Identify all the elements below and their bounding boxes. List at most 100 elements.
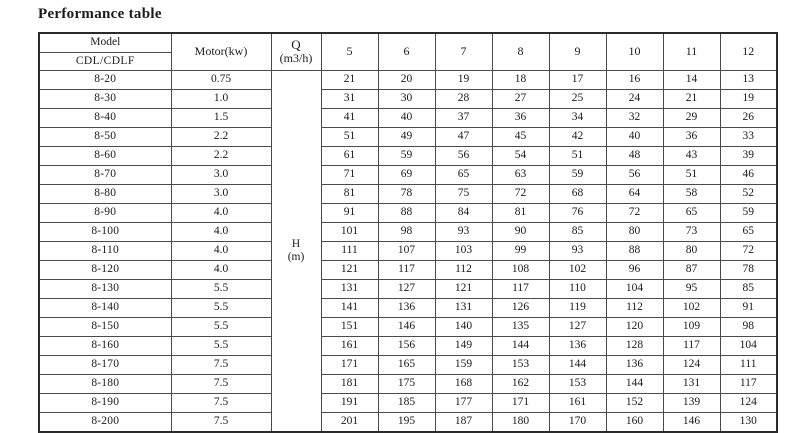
cell-head-value: 61 (320, 146, 379, 166)
cell-motor-power: 1.5 (170, 108, 272, 128)
cell-head-value: 21 (320, 70, 379, 90)
cell-head-value: 32 (605, 108, 664, 128)
head-symbol: H (291, 237, 301, 250)
cell-head-value: 81 (320, 184, 379, 204)
cell-head-value: 112 (434, 260, 493, 280)
cell-head-value: 153 (548, 374, 607, 394)
cell-head-value: 108 (491, 260, 550, 280)
cell-head-value: 187 (434, 412, 493, 433)
cell-head-value: 140 (434, 317, 493, 337)
cell-model: 8-120 (38, 260, 172, 280)
cell-head-value: 59 (719, 203, 778, 223)
cell-head-value: 85 (719, 279, 778, 299)
cell-motor-power: 5.5 (170, 336, 272, 356)
cell-model: 8-150 (38, 317, 172, 337)
cell-head-value: 24 (605, 89, 664, 109)
cell-motor-power: 5.5 (170, 298, 272, 318)
cell-motor-power: 7.5 (170, 393, 272, 413)
cell-head-value: 78 (377, 184, 436, 204)
cell-head-value: 37 (434, 108, 493, 128)
cell-head-value: 112 (605, 298, 664, 318)
cell-head-value: 156 (377, 336, 436, 356)
cell-head-value: 63 (491, 165, 550, 185)
table-row: 8-160 5.5 161 156 149 144 136 128 117 104 (38, 336, 778, 356)
table-row: 8-140 5.5 141 136 131 126 119 112 102 91 (38, 298, 778, 318)
cell-motor-power: 2.2 (170, 146, 272, 166)
cell-head-value: 120 (605, 317, 664, 337)
cell-head-value: 13 (719, 70, 778, 90)
cell-head-value: 131 (320, 279, 379, 299)
cell-head-value: 107 (377, 241, 436, 261)
cell-head-value: 121 (434, 279, 493, 299)
table-row: 8-130 5.5 131 127 121 117 110 104 95 85 (38, 279, 778, 299)
cell-head-value: 52 (719, 184, 778, 204)
cell-head-value: 152 (605, 393, 664, 413)
cell-head-value: 136 (548, 336, 607, 356)
cell-motor-power: 5.5 (170, 279, 272, 299)
cell-head-value: 43 (662, 146, 721, 166)
cell-head-value: 149 (434, 336, 493, 356)
cell-motor-power: 7.5 (170, 374, 272, 394)
cell-head-value: 51 (548, 146, 607, 166)
page-title: Performance table (38, 6, 162, 22)
cell-head-value: 17 (548, 70, 607, 90)
cell-head-value: 72 (719, 241, 778, 261)
table-body: Model CDL/CDLF Motor(kw) Q (m3/h) 5 6 7 … (38, 32, 778, 433)
cell-head-value: 56 (434, 146, 493, 166)
cell-head-value: 46 (719, 165, 778, 185)
cell-head-value: 121 (320, 260, 379, 280)
cell-model: 8-160 (38, 336, 172, 356)
cell-head-value: 40 (605, 127, 664, 147)
head-unit: (m) (287, 251, 305, 263)
cell-head-value: 103 (434, 241, 493, 261)
cell-head-value: 181 (320, 374, 379, 394)
cell-head-value: 93 (434, 222, 493, 242)
cell-motor-power: 0.75 (170, 70, 272, 90)
cell-head-value: 69 (377, 165, 436, 185)
cell-head-value: 180 (491, 412, 550, 433)
cell-head-value: 104 (605, 279, 664, 299)
cell-head-value: 126 (491, 298, 550, 318)
cell-head-value: 168 (434, 374, 493, 394)
cell-head-value: 171 (320, 355, 379, 375)
cell-head-value: 127 (377, 279, 436, 299)
cell-motor-power: 3.0 (170, 165, 272, 185)
flow-symbol: Q (291, 37, 301, 53)
cell-head-value: 111 (719, 355, 778, 375)
cell-head-value: 127 (548, 317, 607, 337)
header-flow-12: 12 (719, 32, 778, 71)
cell-head-value: 72 (605, 203, 664, 223)
cell-head-value: 161 (320, 336, 379, 356)
cell-head-value: 33 (719, 127, 778, 147)
cell-head-value: 102 (662, 298, 721, 318)
header-model-label: Model (40, 34, 171, 53)
cell-head-value: 117 (377, 260, 436, 280)
cell-head-value: 51 (662, 165, 721, 185)
cell-motor-power: 4.0 (170, 222, 272, 242)
cell-head-value: 191 (320, 393, 379, 413)
cell-model: 8-110 (38, 241, 172, 261)
cell-head-value: 161 (548, 393, 607, 413)
cell-head-value: 41 (320, 108, 379, 128)
cell-head-value: 98 (377, 222, 436, 242)
performance-table-container: Model CDL/CDLF Motor(kw) Q (m3/h) 5 6 7 … (38, 32, 778, 433)
cell-model: 8-130 (38, 279, 172, 299)
cell-head-value: 91 (320, 203, 379, 223)
cell-head-value: 14 (662, 70, 721, 90)
cell-head-value: 73 (662, 222, 721, 242)
cell-head-value: 80 (605, 222, 664, 242)
cell-head-value: 81 (491, 203, 550, 223)
cell-motor-power: 4.0 (170, 241, 272, 261)
cell-head-value: 177 (434, 393, 493, 413)
cell-head-value: 144 (548, 355, 607, 375)
cell-motor-power: 1.0 (170, 89, 272, 109)
cell-head-value: 30 (377, 89, 436, 109)
cell-head-value: 68 (548, 184, 607, 204)
cell-head-value: 119 (548, 298, 607, 318)
cell-head-value: 36 (662, 127, 721, 147)
cell-head-value: 59 (548, 165, 607, 185)
cell-head-value: 131 (434, 298, 493, 318)
cell-motor-power: 7.5 (170, 412, 272, 433)
cell-head-value: 136 (377, 298, 436, 318)
cell-head-value: 26 (719, 108, 778, 128)
